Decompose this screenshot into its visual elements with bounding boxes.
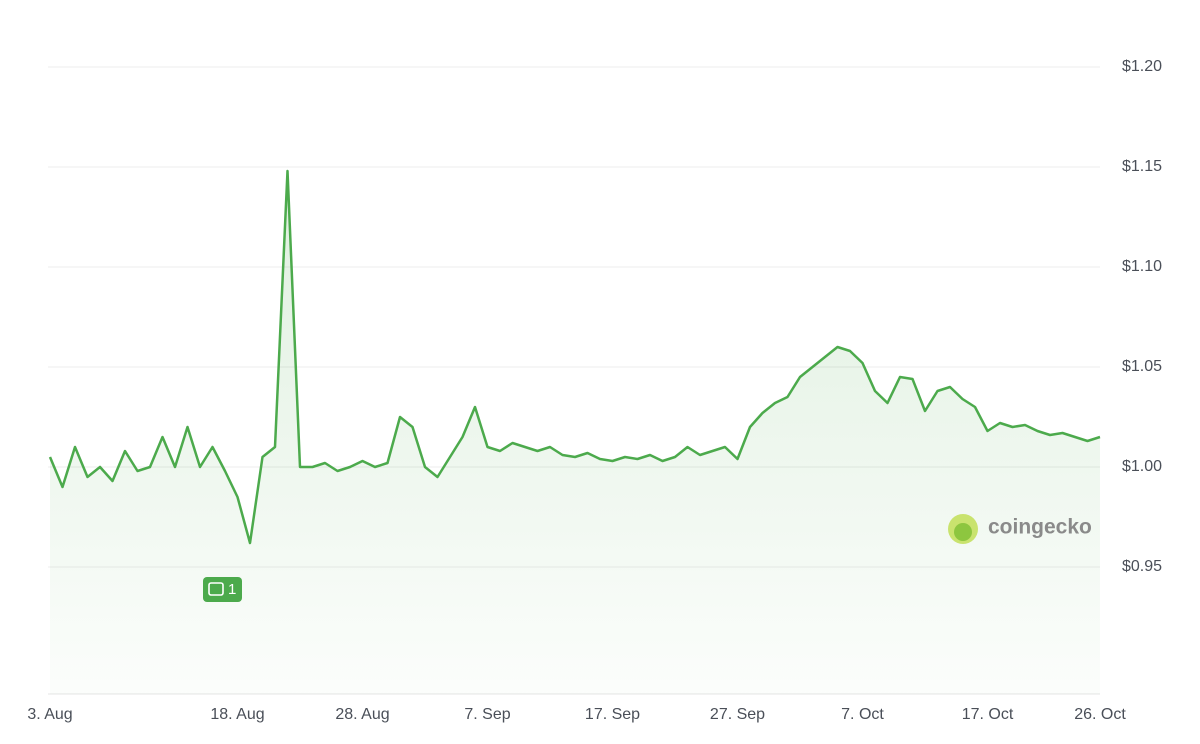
watermark-text: coingecko	[988, 516, 1092, 539]
x-tick-label: 28. Aug	[335, 706, 389, 723]
area	[50, 171, 1100, 694]
y-tick-label: $0.95	[1122, 558, 1162, 575]
x-tick-label: 27. Sep	[710, 706, 765, 723]
x-tick-label: 26. Oct	[1074, 706, 1126, 723]
news-icon	[208, 582, 224, 596]
watermark: coingecko	[948, 514, 1092, 544]
plot: $0.95 $1.00 $1.05 $1.10 $1.15 $1.20 3. Aug 18. …	[27, 58, 1162, 723]
y-tick-label: $1.00	[1122, 458, 1162, 475]
y-tick-label: $1.20	[1122, 58, 1162, 75]
news-marker[interactable]: 1	[203, 577, 242, 602]
x-tick-label: 7. Sep	[464, 706, 510, 723]
y-tick-label: $1.10	[1122, 258, 1162, 275]
x-tick-label: 3. Aug	[27, 706, 72, 723]
y-tick-label: $1.05	[1122, 358, 1162, 375]
news-count: 1	[228, 581, 236, 598]
price-line	[48, 169, 1101, 545]
x-tick-label: 17. Oct	[962, 706, 1014, 723]
x-tick-label: 7. Oct	[841, 706, 884, 723]
y-tick-label: $1.15	[1122, 158, 1162, 175]
x-tick-label: 17. Sep	[585, 706, 640, 723]
watermark-logo-inner	[954, 523, 972, 541]
x-tick-label: 18. Aug	[210, 706, 264, 723]
